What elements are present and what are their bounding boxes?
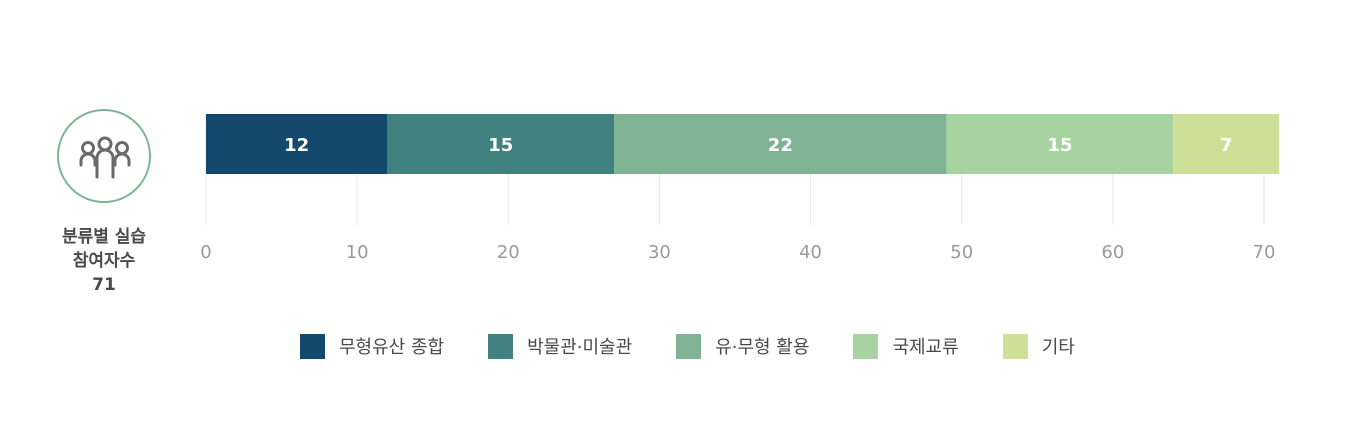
bar-value-label: 15 bbox=[1047, 135, 1072, 156]
legend-swatch bbox=[1002, 333, 1028, 359]
legend-swatch bbox=[676, 333, 702, 359]
bar-segment bbox=[1173, 114, 1280, 174]
legend-item: 박물관·미술관 bbox=[488, 333, 632, 359]
stacked-bar-chart: 12 15 22 15 70 10 20 30 40 50 60 70 bbox=[200, 114, 1280, 263]
legend-item: 국제교류 bbox=[853, 333, 959, 359]
bar-segment bbox=[946, 114, 1174, 174]
bar-segment bbox=[614, 114, 947, 174]
people-group-icon bbox=[79, 136, 131, 179]
bar-segment bbox=[387, 114, 615, 174]
legend-swatch bbox=[300, 333, 325, 359]
x-tick-label: 50 bbox=[950, 242, 973, 263]
summary-title-line1: 분류별 실습 bbox=[61, 227, 147, 247]
bar-segment bbox=[206, 114, 388, 174]
legend-label: 기타 bbox=[1041, 337, 1075, 358]
summary-total: 71 bbox=[92, 275, 116, 295]
legend-label: 유·무형 활용 bbox=[715, 337, 810, 358]
x-tick-label: 40 bbox=[799, 242, 822, 263]
x-tick-label: 0 bbox=[200, 242, 211, 263]
x-tick-label: 70 bbox=[1253, 242, 1276, 263]
legend-label: 무형유산 종합 bbox=[339, 337, 445, 358]
chart-legend: 무형유산 종합 박물관·미술관 유·무형 활용 국제교류 기타 bbox=[300, 333, 1119, 359]
participants-circle bbox=[57, 109, 151, 203]
legend-swatch bbox=[853, 333, 879, 359]
participants-summary: 분류별 실습 참여자수 71 bbox=[20, 225, 188, 297]
x-tick-label: 20 bbox=[497, 242, 520, 263]
x-tick-label: 10 bbox=[346, 242, 369, 263]
legend-item: 유·무형 활용 bbox=[676, 333, 809, 359]
bar-value-label: 7 bbox=[1220, 135, 1233, 156]
legend-label: 박물관·미술관 bbox=[527, 337, 633, 358]
legend-item: 기타 bbox=[1002, 333, 1075, 359]
bar-value-label: 15 bbox=[488, 135, 513, 156]
bar-value-label: 12 bbox=[284, 135, 309, 156]
x-tick-label: 30 bbox=[648, 242, 671, 263]
x-tick-label: 60 bbox=[1101, 242, 1124, 263]
legend-label: 국제교류 bbox=[892, 337, 959, 358]
summary-title-line2: 참여자수 bbox=[72, 251, 136, 271]
legend-swatch bbox=[488, 333, 514, 359]
bar-value-label: 22 bbox=[768, 135, 793, 156]
legend-item: 무형유산 종합 bbox=[300, 333, 444, 359]
